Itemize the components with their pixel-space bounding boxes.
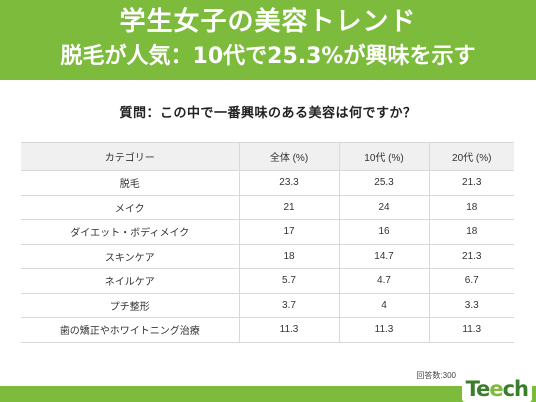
cell-teens: 24 <box>338 195 429 220</box>
cell-overall: 18 <box>238 244 339 269</box>
column-header-teens: 10代 (%) <box>338 142 429 171</box>
row-label: スキンケア <box>21 244 239 269</box>
teech-logo: Teech <box>461 376 532 402</box>
cell-teens: 14.7 <box>338 244 429 269</box>
respondent-count: 回答数:300 <box>416 371 456 380</box>
column-header-category: カテゴリー <box>21 142 239 171</box>
cell-teens: 11.3 <box>338 317 429 343</box>
table-row: ダイエット・ボディメイク 17 16 18 <box>21 219 514 245</box>
cell-overall: 17 <box>238 219 339 245</box>
logo-mark: e <box>489 377 503 401</box>
table-row: メイク 21 24 18 <box>21 195 514 220</box>
cell-teens: 16 <box>338 219 429 245</box>
cell-teens: 4.7 <box>338 268 429 294</box>
row-label: 脱毛 <box>21 170 239 196</box>
column-header-twenties: 20代 (%) <box>428 142 514 171</box>
cell-teens: 4 <box>338 293 429 318</box>
table-row: 歯の矯正やホワイトニング治療 11.3 11.3 11.3 <box>21 317 514 343</box>
survey-question: 質問：この中で一番興味のある美容は何ですか？ <box>119 106 417 121</box>
title-banner: 学生女子の美容トレンド 脱毛が人気：10代で25.3%が興味を示す <box>0 0 536 80</box>
footer-bar <box>0 386 536 402</box>
row-label: ネイルケア <box>21 268 239 294</box>
table-row: ネイルケア 5.7 4.7 6.7 <box>21 268 514 294</box>
table-row: プチ整形 3.7 4 3.3 <box>21 293 514 318</box>
logo-text: Te <box>465 377 491 401</box>
cell-twenties: 18 <box>428 195 514 220</box>
cell-twenties: 6.7 <box>428 268 514 294</box>
row-label: メイク <box>21 195 239 220</box>
row-label: プチ整形 <box>21 293 239 318</box>
cell-twenties: 21.3 <box>428 244 514 269</box>
page-subtitle: 脱毛が人気：10代で25.3%が興味を示す <box>60 44 476 69</box>
cell-overall: 21 <box>238 195 339 220</box>
cell-teens: 25.3 <box>338 170 429 196</box>
table-row: スキンケア 18 14.7 21.3 <box>21 244 514 269</box>
cell-twenties: 21.3 <box>428 170 514 196</box>
cell-overall: 11.3 <box>238 317 339 343</box>
table-row: 脱毛 23.3 25.3 21.3 <box>21 170 514 196</box>
cell-overall: 5.7 <box>238 268 339 294</box>
cell-twenties: 18 <box>428 219 514 245</box>
row-label: ダイエット・ボディメイク <box>21 219 239 245</box>
column-header-overall: 全体 (%) <box>238 142 339 171</box>
page-title: 学生女子の美容トレンド <box>119 7 417 37</box>
cell-overall: 23.3 <box>238 170 339 196</box>
cell-twenties: 3.3 <box>428 293 514 318</box>
table-header-row: カテゴリー 全体 (%) 10代 (%) 20代 (%) <box>21 142 514 171</box>
row-label: 歯の矯正やホワイトニング治療 <box>21 317 239 343</box>
cell-overall: 3.7 <box>238 293 339 318</box>
cell-twenties: 11.3 <box>428 317 514 343</box>
logo-text-end: ch <box>502 377 529 401</box>
results-table: カテゴリー 全体 (%) 10代 (%) 20代 (%) 脱毛 23.3 25.… <box>21 142 514 343</box>
